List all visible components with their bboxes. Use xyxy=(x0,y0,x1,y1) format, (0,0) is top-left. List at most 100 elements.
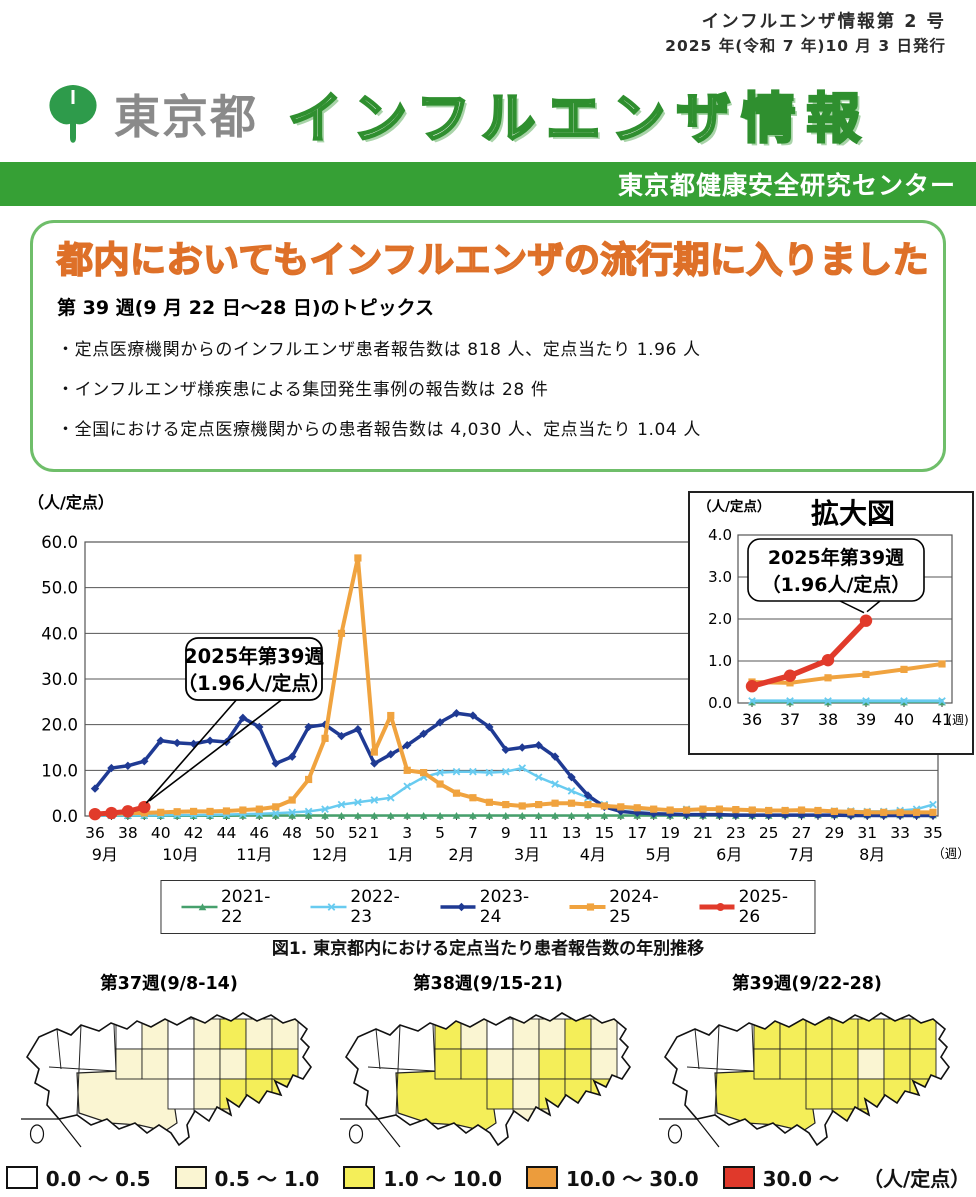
marker-circle xyxy=(138,800,151,814)
zoom-inset-panel: （人/定点） 拡大図 0.0 1.0 2.0 3.0 4.0 36 37 38 39 40 41 (週) 2… xyxy=(688,490,974,755)
map-region xyxy=(141,1018,169,1050)
legend-item-2022-23: 2022-23 xyxy=(309,887,408,927)
marker-diamond xyxy=(457,902,466,912)
topic-bullet-3: ・全国における定点医療機関からの患者報告数は 4,030 人、定点当たり 1.0… xyxy=(57,419,701,440)
map-legend-label: 30.0 ～ xyxy=(762,1166,839,1191)
marker-triangle xyxy=(321,811,329,819)
map-legend-swatch xyxy=(343,1165,376,1189)
month-label: 11月 xyxy=(236,845,272,864)
inset-y-tick-label: 1.0 xyxy=(708,652,732,670)
callout-pointer xyxy=(839,600,865,614)
marker-x xyxy=(304,807,313,816)
marker-x xyxy=(518,764,527,772)
map-region xyxy=(779,1018,807,1050)
marker-triangle xyxy=(419,811,428,819)
inset-callout-line2: （1.96人/定点） xyxy=(762,573,911,596)
map-region xyxy=(219,1018,247,1050)
marker-x xyxy=(403,782,412,790)
marker-square xyxy=(272,803,280,811)
map-region xyxy=(564,1078,592,1110)
x-tick-label: 52 xyxy=(348,824,368,842)
zoom-inset-chart: （人/定点） 拡大図 0.0 1.0 2.0 3.0 4.0 36 37 38 39 40 41(週) 2… xyxy=(698,497,969,729)
masthead: 東京都 インフルエンザ情報 xyxy=(0,58,976,162)
x-tick-label: 50 xyxy=(315,824,335,842)
marker-square xyxy=(797,806,806,814)
marker-square xyxy=(715,805,723,813)
island-shape xyxy=(348,1124,364,1144)
marker-circle xyxy=(716,902,725,911)
headline: 都内においてもインフルエンザの流行期に入りました xyxy=(56,239,930,282)
map-region xyxy=(245,1048,273,1080)
inset-x-tick-label: 40 xyxy=(894,710,914,729)
series-line-2023-24 xyxy=(93,711,933,818)
bulletin-title: インフルエンザ情報 xyxy=(287,86,872,152)
map-region xyxy=(909,1018,937,1050)
topic-bullet-1: ・定点医療機関からのインフルエンザ患者報告数は 818 人、定点当たり 1.96… xyxy=(57,339,701,360)
marker-x xyxy=(534,773,543,781)
marker-square xyxy=(436,780,444,788)
x-tick-label: 15 xyxy=(595,824,615,842)
map-region xyxy=(590,1018,618,1050)
marker-triangle xyxy=(452,811,461,819)
marker-diamond xyxy=(649,809,658,818)
marker-square xyxy=(765,806,773,814)
marker-x xyxy=(288,808,297,817)
marker-square xyxy=(824,674,832,682)
callout-line2: （1.96人/定点） xyxy=(178,672,331,695)
map-region xyxy=(486,1078,514,1110)
marker-square xyxy=(502,800,510,809)
inset-x-tick-label: 41 xyxy=(932,710,952,729)
marker-x xyxy=(567,786,576,795)
x-tick-label: 21 xyxy=(693,824,713,842)
map-region xyxy=(219,1108,247,1140)
callout-bubble xyxy=(185,636,323,701)
marker-x xyxy=(862,696,870,705)
inset-x-tick-label: 36 xyxy=(742,710,762,729)
issue-number: インフルエンザ情報第 2 号 xyxy=(701,12,946,32)
tokyo-map-week37 xyxy=(21,1011,312,1148)
y-tick-label: 60.0 xyxy=(41,533,78,552)
map-title: 第38週(9/15-21) xyxy=(413,973,563,994)
marker-triangle xyxy=(304,811,313,819)
x-tick-label: 17 xyxy=(627,824,647,842)
marker-square xyxy=(748,806,756,814)
marker-triangle xyxy=(403,811,411,819)
legend-sample-2021-22 xyxy=(181,903,217,911)
x-tick-label: 46 xyxy=(249,824,269,842)
x-tick-label: 31 xyxy=(857,824,877,842)
map-legend-swatch xyxy=(174,1165,207,1189)
marker-diamond xyxy=(633,808,642,817)
map-region xyxy=(883,1108,911,1140)
map-region xyxy=(193,1048,221,1080)
marker-diamond xyxy=(518,743,527,752)
topics-title: 第 39 週(9 月 22 日～28 日)のトピックス xyxy=(57,296,435,319)
inset-y-tick-label: 3.0 xyxy=(708,568,732,586)
marker-circle xyxy=(859,614,873,627)
map-region xyxy=(115,1018,143,1050)
month-label: 1月 xyxy=(388,845,414,864)
legend-sample-2023-24 xyxy=(440,902,476,912)
map-region xyxy=(857,1048,885,1080)
marker-triangle xyxy=(255,811,264,819)
marker-square xyxy=(587,903,595,911)
marker-triangle xyxy=(600,811,609,819)
marker-circle xyxy=(121,804,135,818)
marker-x xyxy=(436,768,444,777)
map-region xyxy=(512,1018,540,1050)
figure2: 第37週(9/8-14) 第38週(9/15-21) 第39週(9/22-28) 0… xyxy=(0,968,976,1197)
marker-circle xyxy=(105,806,118,820)
marker-square xyxy=(699,805,707,813)
map-region xyxy=(167,1048,195,1080)
map-region xyxy=(193,1018,221,1050)
inset-y-axis-unit: （人/定点） xyxy=(698,498,770,515)
marker-x xyxy=(824,696,832,705)
marker-square xyxy=(682,806,691,814)
map-region xyxy=(564,1048,592,1080)
marker-square xyxy=(485,798,493,806)
marker-square xyxy=(288,796,296,804)
marker-circle xyxy=(783,669,797,682)
marker-diamond xyxy=(172,738,182,747)
legend-sample-2024-25 xyxy=(569,903,606,911)
topics-box: 都内においてもインフルエンザの流行期に入りました 第 39 週(9 月 22 日… xyxy=(30,219,946,472)
maps-row: 第37週(9/8-14) 第38週(9/15-21) 第39週(9/22-28) xyxy=(0,968,976,1159)
